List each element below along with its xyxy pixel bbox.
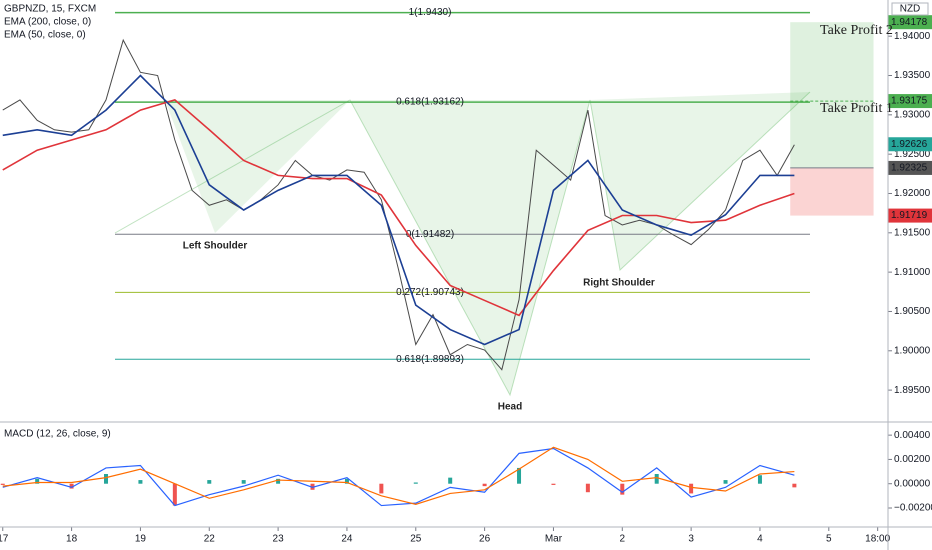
series-line bbox=[2, 98, 795, 317]
macd-title: MACD (12, 26, close, 9) bbox=[4, 429, 111, 440]
y-tick-label: −0.00200 bbox=[894, 503, 932, 514]
histogram-bar bbox=[551, 483, 556, 485]
profit-zone bbox=[790, 22, 874, 168]
annotation: Take Profit 1 bbox=[820, 101, 893, 116]
series-line bbox=[2, 74, 795, 346]
x-tick-label: 19 bbox=[135, 534, 147, 545]
chart-title: GBPNZD, 15, FXCM bbox=[4, 4, 96, 15]
fib-label: 1(1.9430) bbox=[409, 7, 452, 18]
y-tick-label: 0.00200 bbox=[894, 454, 931, 465]
x-tick-label: 25 bbox=[410, 534, 422, 545]
histogram-bar bbox=[413, 482, 418, 484]
x-tick-label: 22 bbox=[204, 534, 216, 545]
pattern-right bbox=[590, 92, 810, 270]
y-tick-label: 1.94000 bbox=[894, 31, 931, 42]
histogram-bar bbox=[379, 483, 384, 494]
histogram-bar bbox=[620, 483, 625, 495]
fib-label: 0.272(1.90743) bbox=[396, 287, 464, 298]
annotation: Right Shoulder bbox=[583, 278, 655, 289]
series-line bbox=[2, 38, 795, 371]
y-tick-label: 1.92000 bbox=[894, 188, 931, 199]
histogram-bar bbox=[757, 475, 762, 484]
price-label: 1.92325 bbox=[891, 163, 928, 174]
histogram-bar bbox=[172, 483, 177, 506]
y-tick-label: 1.91500 bbox=[894, 227, 931, 238]
annotation: Left Shoulder bbox=[183, 241, 248, 252]
histogram-bar bbox=[585, 483, 590, 493]
x-tick-label: 26 bbox=[479, 534, 491, 545]
price-label: 1.91719 bbox=[891, 210, 928, 221]
legend-entry: EMA (50, close, 0) bbox=[4, 30, 86, 41]
price-label-box bbox=[888, 15, 932, 30]
y-tick-label: 1.92500 bbox=[894, 149, 931, 160]
loss-zone bbox=[790, 167, 874, 216]
x-tick-label: 4 bbox=[757, 534, 763, 545]
x-tick-label: 5 bbox=[826, 534, 832, 545]
y-tick-label: 1.91000 bbox=[894, 267, 931, 278]
histogram-bar bbox=[723, 480, 728, 484]
series-line bbox=[2, 446, 795, 505]
histogram-bar bbox=[207, 480, 212, 484]
y-tick-label: 1.90500 bbox=[894, 306, 931, 317]
x-tick-label: 17 bbox=[0, 534, 9, 545]
y-tick-label: 1.93000 bbox=[894, 109, 931, 120]
x-tick-label: 2 bbox=[620, 534, 626, 545]
x-tick-label: 24 bbox=[341, 534, 353, 545]
x-tick-label: 23 bbox=[273, 534, 285, 545]
histogram-bar bbox=[792, 483, 797, 488]
y-tick-label: 1.93500 bbox=[894, 70, 931, 81]
histogram-bar bbox=[241, 480, 246, 484]
price-label: 1.93175 bbox=[891, 96, 928, 107]
price-label-box bbox=[888, 208, 932, 223]
price-label: 1.94178 bbox=[891, 17, 928, 28]
fib-label: 0.618(1.93162) bbox=[396, 97, 464, 108]
price-label: 1.92626 bbox=[891, 139, 928, 150]
price-panel: 1.89500 1.90000 1.90500 1.91000 1.91500 1.920… bbox=[0, 7, 932, 545]
histogram-bar bbox=[654, 474, 659, 484]
histogram-bar bbox=[482, 483, 487, 487]
histogram-bar bbox=[0, 483, 5, 485]
price-label-box bbox=[888, 137, 932, 152]
histogram-bar bbox=[517, 467, 522, 484]
x-tick-label: 3 bbox=[688, 534, 694, 545]
y-tick-label: 1.89500 bbox=[894, 385, 931, 396]
annotation: Take Profit 2 bbox=[820, 23, 893, 38]
y-tick-label: 1.90000 bbox=[894, 345, 931, 356]
x-tick-label: 18:00 bbox=[865, 534, 890, 545]
macd-panel: −0.00200 0.00000 0.00200 0.00400 bbox=[0, 430, 932, 514]
y-tick-label: 0.00400 bbox=[894, 430, 931, 441]
x-tick-label: Mar bbox=[545, 534, 563, 545]
currency-box bbox=[891, 2, 929, 16]
histogram-bar bbox=[689, 483, 694, 494]
histogram-bar bbox=[104, 474, 109, 484]
series-line bbox=[2, 447, 795, 507]
histogram-bar bbox=[69, 483, 74, 489]
histogram-bar bbox=[344, 478, 349, 484]
price-label-box bbox=[888, 94, 932, 109]
histogram-bar bbox=[138, 480, 143, 484]
x-tick-label: 18 bbox=[66, 534, 78, 545]
y-tick-label: 0.00000 bbox=[894, 478, 931, 489]
annotation: Head bbox=[498, 402, 522, 413]
histogram-bar bbox=[448, 477, 453, 484]
legend-entry: EMA (200, close, 0) bbox=[4, 17, 91, 28]
histogram-bar bbox=[276, 478, 281, 484]
pattern-outline bbox=[114, 91, 811, 397]
histogram-bar bbox=[35, 478, 40, 484]
fib-label: 0.618(1.89893) bbox=[396, 354, 464, 365]
fib-label: 0(1.91482) bbox=[406, 229, 454, 240]
price-label-box bbox=[888, 160, 932, 175]
currency: NZD bbox=[900, 4, 921, 15]
pattern-head bbox=[350, 100, 590, 395]
